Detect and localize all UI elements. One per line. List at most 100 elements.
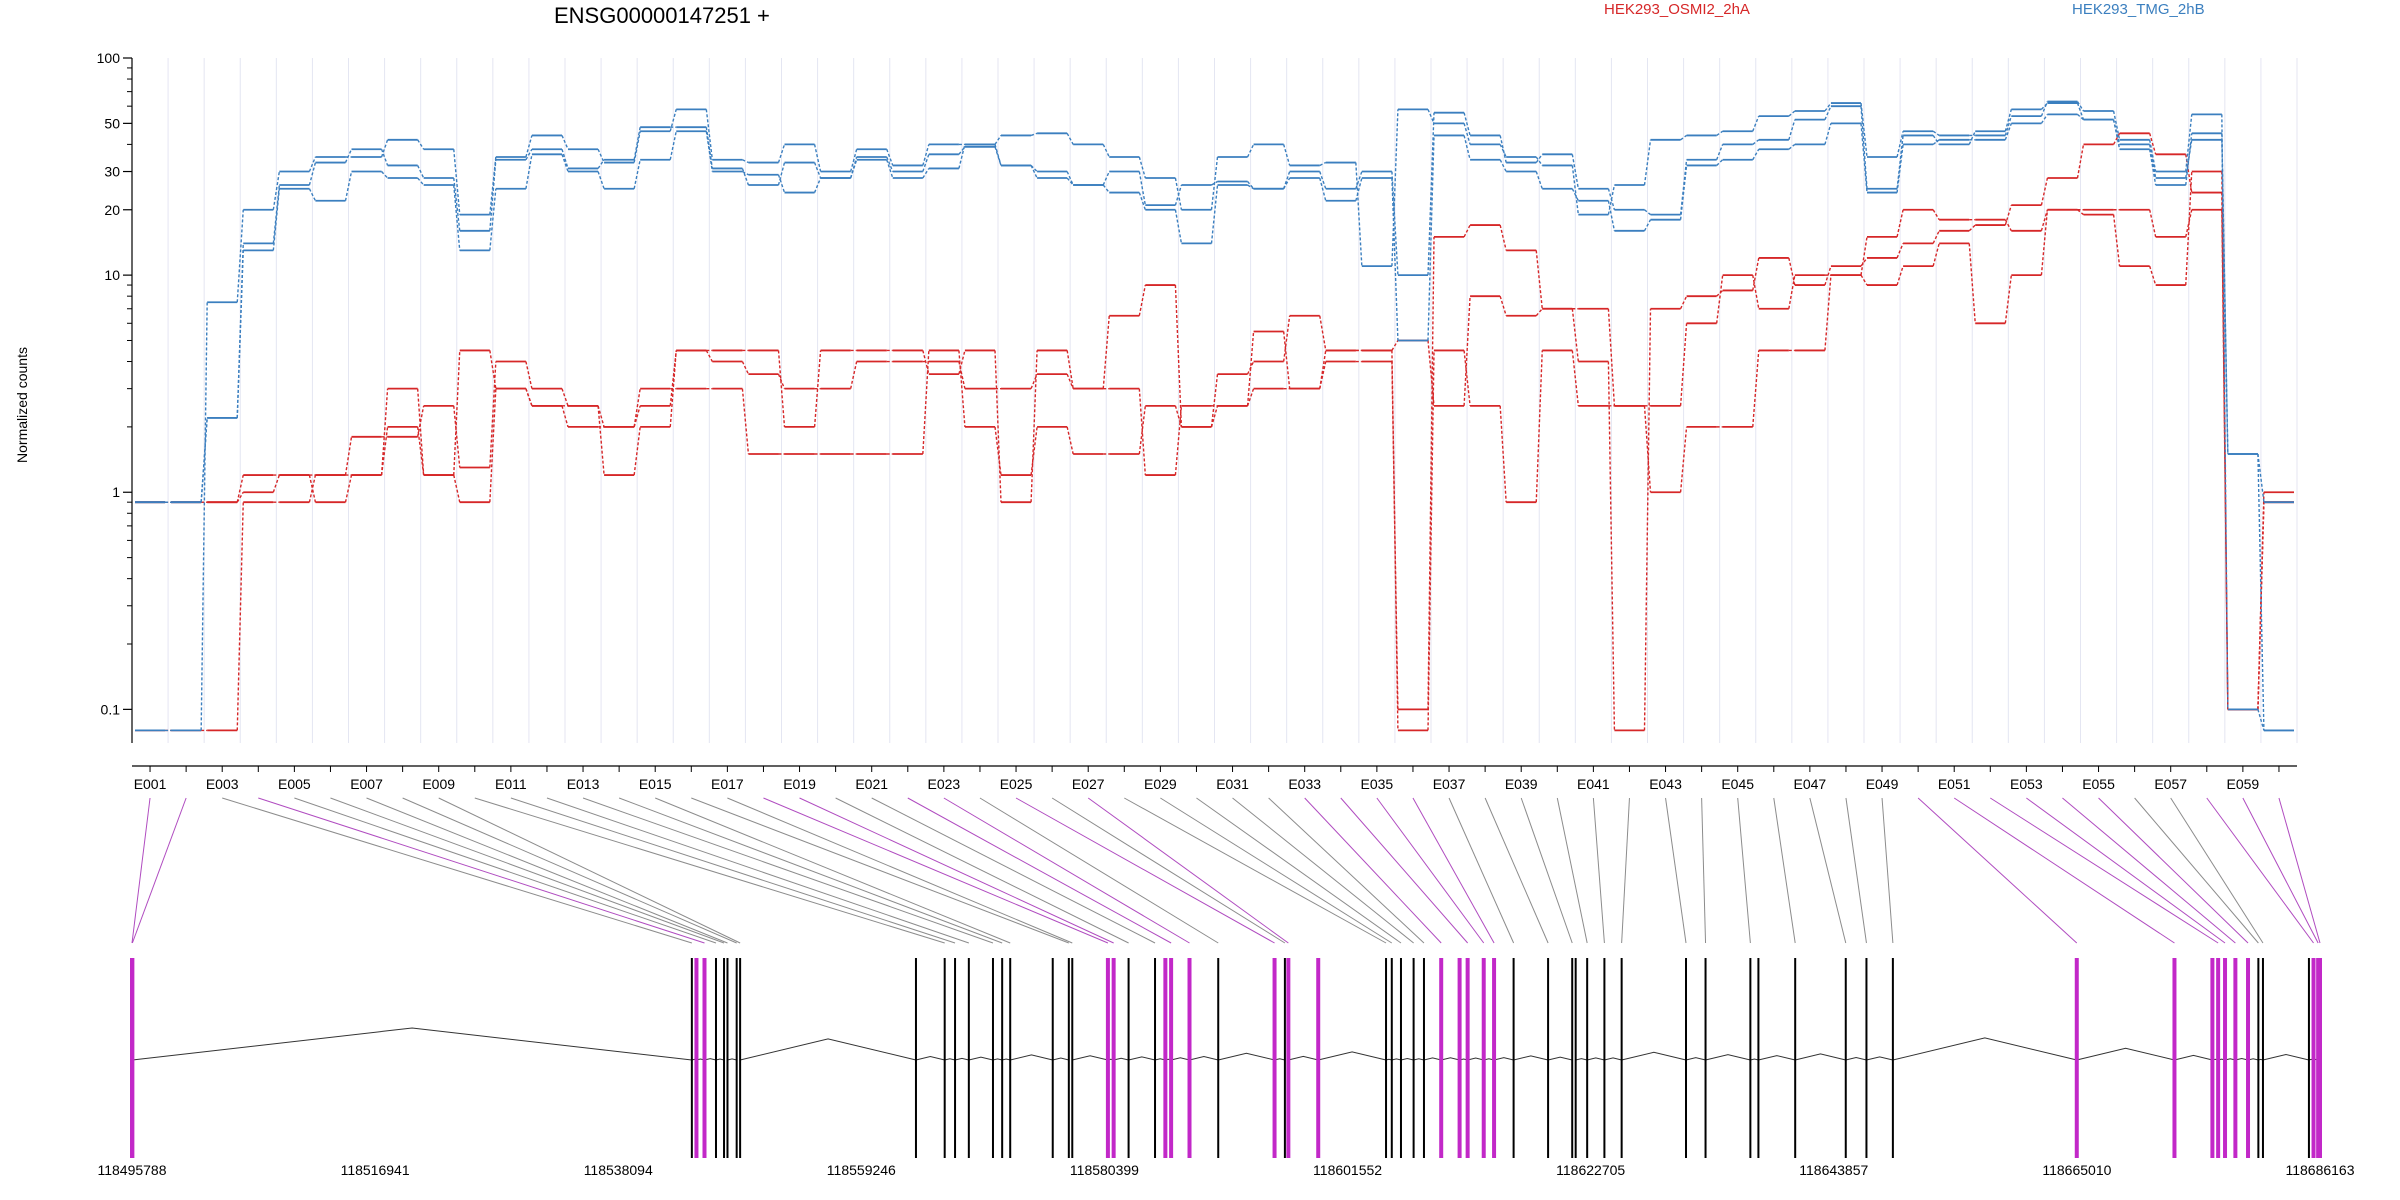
series-connector <box>2148 144 2157 179</box>
series-connector <box>1607 188 1616 210</box>
intron <box>1513 1055 1549 1061</box>
chart-title: ENSG00000147251 + <box>554 3 770 28</box>
series-connector <box>1896 131 1904 158</box>
series-connector <box>489 188 497 251</box>
intron <box>1441 1057 1460 1061</box>
exon <box>1844 958 1847 1158</box>
series-connector <box>380 426 389 476</box>
exon-connector <box>2134 797 2259 944</box>
exon-connector <box>1809 797 1847 944</box>
y-tick-label: 100 <box>97 50 121 66</box>
series-connector <box>1752 139 1760 145</box>
exon-connector <box>2062 797 2236 944</box>
series-connector <box>1391 340 1399 351</box>
exon <box>1865 958 1868 1158</box>
exon <box>1574 958 1577 1158</box>
intron <box>2174 1054 2213 1061</box>
series-connector <box>1752 274 1760 309</box>
series-connector <box>1463 350 1471 406</box>
exon-connector <box>1845 797 1867 944</box>
intron <box>715 1058 725 1061</box>
intron <box>1705 1054 1751 1061</box>
series-connector <box>1427 236 1435 710</box>
intron <box>944 1058 956 1061</box>
series-connector <box>453 177 461 231</box>
series-connector <box>1463 135 1471 160</box>
series-connector <box>1968 130 1976 145</box>
exon-label: E059 <box>2227 776 2260 792</box>
intron <box>1400 1057 1414 1061</box>
exon-highlighted <box>694 958 699 1158</box>
series-connector <box>2257 492 2265 710</box>
series-connector <box>1463 224 1471 238</box>
exon <box>1399 958 1402 1158</box>
series-connector <box>2185 171 2193 286</box>
series-connector <box>417 177 425 186</box>
series-lines <box>135 100 2294 732</box>
intron <box>1052 1057 1069 1061</box>
series-connector <box>1138 284 1147 316</box>
series-connector <box>1824 265 1832 286</box>
series-connector <box>1391 178 1399 341</box>
series-connector <box>1282 315 1291 362</box>
exon-connector <box>2278 797 2321 944</box>
exon-highlighted <box>2246 958 2251 1158</box>
series-connector <box>1319 161 1327 167</box>
series-6 <box>135 102 2294 504</box>
series-connector <box>1932 230 1940 244</box>
series-connector <box>1463 296 1471 406</box>
exon-connector <box>510 797 956 944</box>
exon-connector <box>1412 797 1495 944</box>
series-connector <box>1102 171 1110 186</box>
exon-connector <box>258 797 705 944</box>
series-connector <box>2185 133 2193 186</box>
series-connector <box>1391 109 1399 267</box>
series-connector <box>1102 315 1110 389</box>
exon-highlighted <box>2318 958 2322 1158</box>
exon-connector <box>655 797 1011 944</box>
y-tick-label: 50 <box>104 115 120 131</box>
series-connector <box>2257 709 2265 731</box>
series-connector <box>958 350 966 427</box>
series-connector <box>1716 144 1724 160</box>
series-connector <box>2148 133 2157 155</box>
exon-connector <box>2098 797 2249 944</box>
series-connector <box>1211 180 1218 186</box>
intron <box>1587 1057 1605 1061</box>
series-connector <box>2076 101 2085 112</box>
genome-tick-label: 118686163 <box>2285 1162 2354 1178</box>
series-connector <box>2004 219 2012 232</box>
exon-connector <box>1124 797 1387 944</box>
series-connector <box>525 135 533 158</box>
series-connector <box>633 127 641 160</box>
exon-connector <box>222 797 692 944</box>
series-connector <box>2148 149 2157 186</box>
series-connector <box>705 127 714 169</box>
series-connector <box>416 405 425 437</box>
series-connector <box>1427 109 1435 124</box>
genome-tick-label: 118559246 <box>827 1162 896 1178</box>
series-connector <box>236 491 244 503</box>
series-connector <box>886 148 894 166</box>
exon <box>1757 958 1760 1158</box>
series-connector <box>1174 184 1183 206</box>
intron <box>915 1056 945 1061</box>
series-connector <box>308 156 317 172</box>
series-connector <box>525 148 533 161</box>
series-connector <box>1247 184 1254 190</box>
series-3 <box>135 132 2294 732</box>
series-connector <box>2112 119 2121 150</box>
series-connector <box>1679 426 1688 493</box>
series-connector <box>1896 135 1904 189</box>
exon-connector <box>1953 797 2175 944</box>
y-tick-label: 30 <box>104 164 120 180</box>
exon-label: E023 <box>928 776 961 792</box>
exon <box>1067 958 1070 1158</box>
exon-label: E007 <box>350 776 383 792</box>
series-connector <box>453 149 461 215</box>
intron <box>2235 1057 2249 1061</box>
exon-label: E001 <box>134 776 167 792</box>
exon <box>1571 958 1574 1158</box>
series-connector <box>1391 350 1399 731</box>
